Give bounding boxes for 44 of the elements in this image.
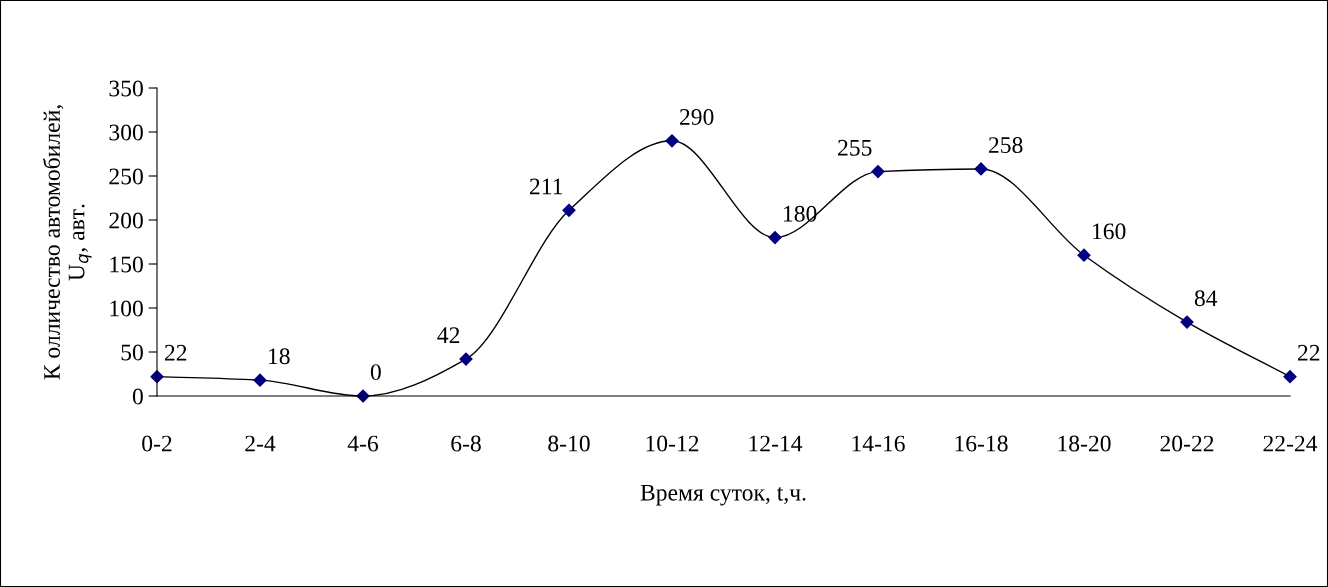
y-tick-label: 50	[121, 344, 143, 361]
y-tick-label: 300	[109, 124, 143, 141]
x-axis-title: Время суток, t,ч.	[640, 484, 806, 506]
x-tick-label: 20-22	[1160, 435, 1214, 452]
x-tick-label: 6-8	[451, 435, 481, 452]
y-tick-label: 100	[110, 300, 143, 317]
point	[1077, 248, 1091, 262]
point	[974, 162, 988, 176]
data-label: 211	[529, 178, 563, 195]
x-tick-label: 22-24	[1263, 435, 1318, 452]
data-label: 0	[370, 364, 381, 381]
y-tick-label: 250	[109, 168, 143, 185]
y-tick-label: 200	[109, 212, 143, 229]
data-label: 258	[988, 137, 1023, 154]
point	[1180, 315, 1194, 329]
x-tick-label: 16-18	[955, 435, 1008, 452]
data-label: 180	[784, 205, 817, 222]
data-label: 22	[164, 344, 187, 361]
x-tick-label: 14-16	[852, 435, 905, 452]
x-tick-label: 4-6	[347, 435, 379, 452]
y-tick-label: 150	[110, 256, 143, 273]
point	[459, 352, 473, 366]
point	[871, 165, 885, 179]
data-label: 84	[1194, 290, 1218, 307]
data-label: 22	[1297, 344, 1320, 361]
y-tick-label: 0	[132, 388, 143, 405]
point	[768, 231, 782, 245]
point	[562, 203, 576, 217]
x-tick-label: 10-12	[646, 435, 699, 452]
data-label: 255	[838, 139, 872, 156]
point	[1283, 370, 1297, 384]
x-tick-label: 2-4	[245, 435, 276, 452]
x-tick-label: 0-2	[142, 435, 172, 452]
data-label: 290	[679, 108, 714, 125]
y-tick-label: 350	[109, 80, 143, 97]
x-tick-label: 8-10	[548, 435, 590, 452]
point	[253, 373, 267, 387]
data-label: 42	[437, 327, 460, 343]
point	[665, 134, 679, 148]
data-label: 18	[269, 348, 290, 365]
data-label: 160	[1093, 223, 1126, 240]
x-tick-label: 12-14	[749, 435, 803, 452]
x-tick-label: 18-20	[1058, 435, 1111, 452]
y-axis-title: К олличество автомобилей, U$_{q}$, авт.	[42, 105, 92, 380]
